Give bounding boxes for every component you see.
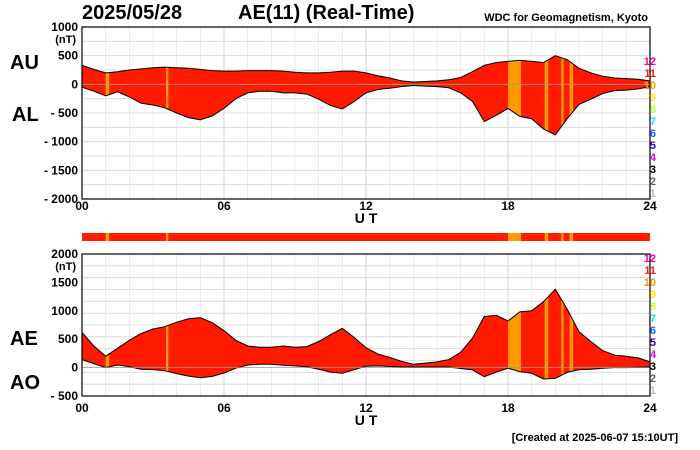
series-line-au bbox=[81, 55, 651, 83]
series-line-ae bbox=[81, 288, 651, 365]
legend-item-12: 12 bbox=[643, 56, 656, 68]
legend-item-7: 7 bbox=[649, 313, 656, 325]
x-tick-label: 18 bbox=[501, 401, 515, 415]
legend-item-6: 6 bbox=[649, 128, 656, 140]
created-timestamp: [Created at 2025-06-07 15:10UT] bbox=[511, 432, 678, 444]
legend-item-11: 11 bbox=[644, 68, 656, 80]
y-tick-label: 1000 bbox=[51, 304, 78, 318]
station-legend-top: 12 11 10 9 8 7 6 5 4 3 2 1 bbox=[636, 56, 656, 200]
legend-item-12: 12 bbox=[643, 253, 656, 265]
series-line-al bbox=[81, 84, 651, 136]
x-axis-label: U T bbox=[355, 412, 378, 428]
y-tick-label: - 500 bbox=[51, 389, 79, 403]
legend-item-3: 3 bbox=[649, 164, 656, 176]
y-tick-label: 500 bbox=[58, 49, 78, 63]
organization-label: WDC for Geomagnetism, Kyoto bbox=[484, 12, 648, 24]
side-label-ae: AE bbox=[10, 328, 38, 350]
station-count-strip bbox=[82, 233, 650, 241]
legend-item-9: 9 bbox=[649, 92, 656, 104]
y-tick-label: 0 bbox=[71, 77, 78, 91]
station-band bbox=[544, 289, 549, 379]
station-band bbox=[561, 55, 564, 135]
legend-item-2: 2 bbox=[649, 176, 656, 188]
plot-frame bbox=[81, 253, 651, 397]
legend-item-8: 8 bbox=[649, 104, 656, 116]
legend-item-10: 10 bbox=[643, 277, 656, 289]
station-band bbox=[544, 55, 549, 135]
legend-item-6: 6 bbox=[649, 325, 656, 337]
strip-band bbox=[561, 233, 564, 241]
side-label-ao: AO bbox=[10, 372, 40, 394]
y-axis-label: (nT) bbox=[55, 34, 76, 46]
legend-item-11: 11 bbox=[644, 265, 656, 277]
station-band bbox=[561, 289, 564, 379]
legend-item-9: 9 bbox=[649, 289, 656, 301]
x-tick-label: 00 bbox=[75, 199, 89, 213]
legend-item-1: 1 bbox=[649, 188, 656, 200]
station-band bbox=[569, 289, 574, 379]
x-tick-label: 06 bbox=[217, 401, 231, 415]
strip-band bbox=[508, 233, 522, 241]
legend-item-1: 1 bbox=[649, 385, 656, 397]
station-band bbox=[166, 289, 169, 379]
y-tick-label: 0 bbox=[71, 361, 78, 375]
chart-title: AE(11) (Real-Time) bbox=[238, 2, 415, 24]
y-tick-label: - 1500 bbox=[44, 163, 78, 177]
y-tick-label: 1500 bbox=[51, 275, 78, 289]
strip-band bbox=[105, 233, 110, 241]
au-al-panel: 1000 500 0 - 500 - 1000 - 1500 - 2000 (nT) 00 06 1… bbox=[44, 20, 657, 226]
y-tick-label: 500 bbox=[58, 332, 78, 346]
legend-item-5: 5 bbox=[649, 140, 656, 152]
strip-band bbox=[166, 233, 169, 241]
station-band bbox=[508, 289, 522, 379]
strip-band bbox=[569, 233, 574, 241]
strip-base bbox=[82, 233, 650, 241]
side-label-al: AL bbox=[12, 104, 39, 126]
chart-date: 2025/05/28 bbox=[82, 2, 183, 24]
legend-item-8: 8 bbox=[649, 301, 656, 313]
legend-item-7: 7 bbox=[649, 116, 656, 128]
x-axis-label: U T bbox=[355, 210, 378, 226]
series-line-ao bbox=[81, 359, 651, 380]
x-tick-label: 00 bbox=[75, 401, 89, 415]
legend-item-4: 4 bbox=[649, 349, 656, 361]
y-tick-label: 2000 bbox=[51, 247, 78, 261]
station-band bbox=[569, 55, 574, 135]
x-tick-label: 18 bbox=[501, 199, 515, 213]
x-tick-label: 24 bbox=[643, 401, 657, 415]
y-tick-label: 1000 bbox=[51, 20, 78, 34]
legend-item-3: 3 bbox=[649, 361, 656, 373]
legend-item-2: 2 bbox=[649, 373, 656, 385]
x-tick-label: 06 bbox=[217, 199, 231, 213]
y-tick-label: - 500 bbox=[51, 106, 79, 120]
y-axis-label: (nT) bbox=[55, 261, 76, 273]
legend-item-4: 4 bbox=[649, 152, 656, 164]
y-tick-label: - 1000 bbox=[44, 135, 78, 149]
legend-item-10: 10 bbox=[643, 80, 656, 92]
plot-frame bbox=[81, 26, 651, 200]
strip-band bbox=[544, 233, 549, 241]
station-legend-bottom: 12 11 10 9 8 7 6 5 4 3 2 1 bbox=[636, 253, 656, 397]
x-tick-label: 12 bbox=[359, 199, 373, 213]
legend-item-5: 5 bbox=[649, 337, 656, 349]
side-label-au: AU bbox=[10, 52, 39, 74]
station-band bbox=[166, 55, 169, 135]
x-tick-label: 24 bbox=[643, 199, 657, 213]
y-tick-label: - 2000 bbox=[44, 192, 78, 206]
x-tick-label: 12 bbox=[359, 401, 373, 415]
